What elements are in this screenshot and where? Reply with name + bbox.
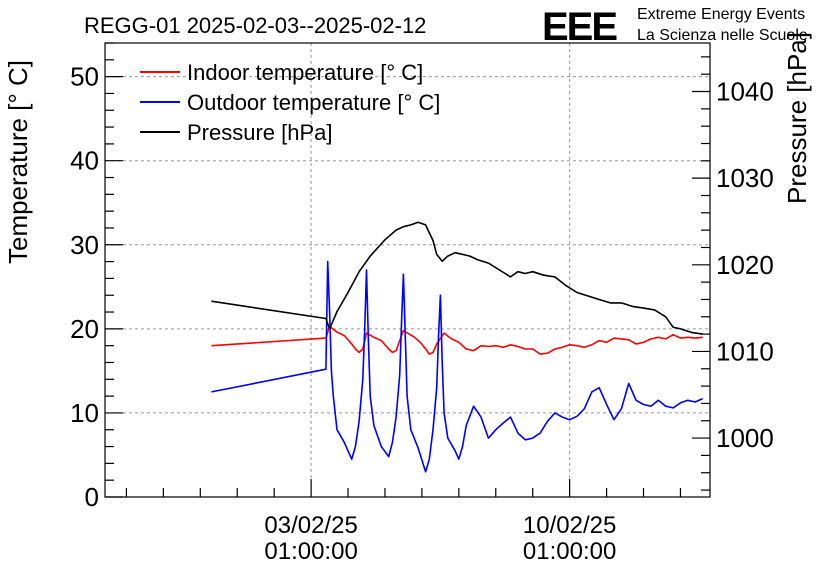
series-line-1 — [211, 325, 703, 355]
legend: Indoor temperature [° C] Outdoor temperat… — [140, 60, 440, 145]
series-layer — [211, 221, 703, 473]
logo-line-1: Extreme Energy Events — [637, 6, 805, 23]
x-tick-label: 10/02/25 — [523, 512, 616, 539]
logo-mark: EEE — [542, 5, 617, 49]
y-tick-label: 20 — [70, 314, 99, 344]
legend-label-1: Indoor temperature [° C] — [187, 60, 423, 85]
y2-tick-label: 1020 — [716, 250, 774, 280]
x-tick-label-time: 01:00:00 — [264, 538, 357, 565]
y2-tick-label: 1030 — [716, 163, 774, 193]
y-tick-label: 50 — [70, 62, 99, 92]
axes: 010203040501000101010201030104003/02/250… — [70, 42, 774, 565]
x-tick-label-time: 01:00:00 — [523, 538, 616, 565]
y-tick-label: 0 — [85, 482, 99, 512]
logo-line-2: La Scienza nelle Scuole — [637, 27, 808, 44]
y2-axis-label: Pressure [hPa] — [782, 32, 812, 204]
y2-tick-label: 1040 — [716, 77, 774, 107]
eee-logo: EEE Extreme Energy Events La Scienza nel… — [542, 5, 808, 49]
series-line-3 — [211, 221, 703, 335]
y-tick-label: 10 — [70, 398, 99, 428]
chart-title: REGG-01 2025-02-03--2025-02-12 — [84, 13, 426, 38]
y-tick-label: 30 — [70, 230, 99, 260]
y2-tick-label: 1000 — [716, 423, 774, 453]
y2-tick-label: 1010 — [716, 336, 774, 366]
x-tick-label: 03/02/25 — [264, 512, 357, 539]
y-tick-label: 40 — [70, 146, 99, 176]
y-axis-label: Temperature [° C] — [3, 60, 33, 264]
legend-label-3: Pressure [hPa] — [187, 120, 333, 145]
legend-label-2: Outdoor temperature [° C] — [187, 90, 440, 115]
series-line-2 — [211, 260, 703, 473]
plot-frame — [104, 42, 711, 498]
